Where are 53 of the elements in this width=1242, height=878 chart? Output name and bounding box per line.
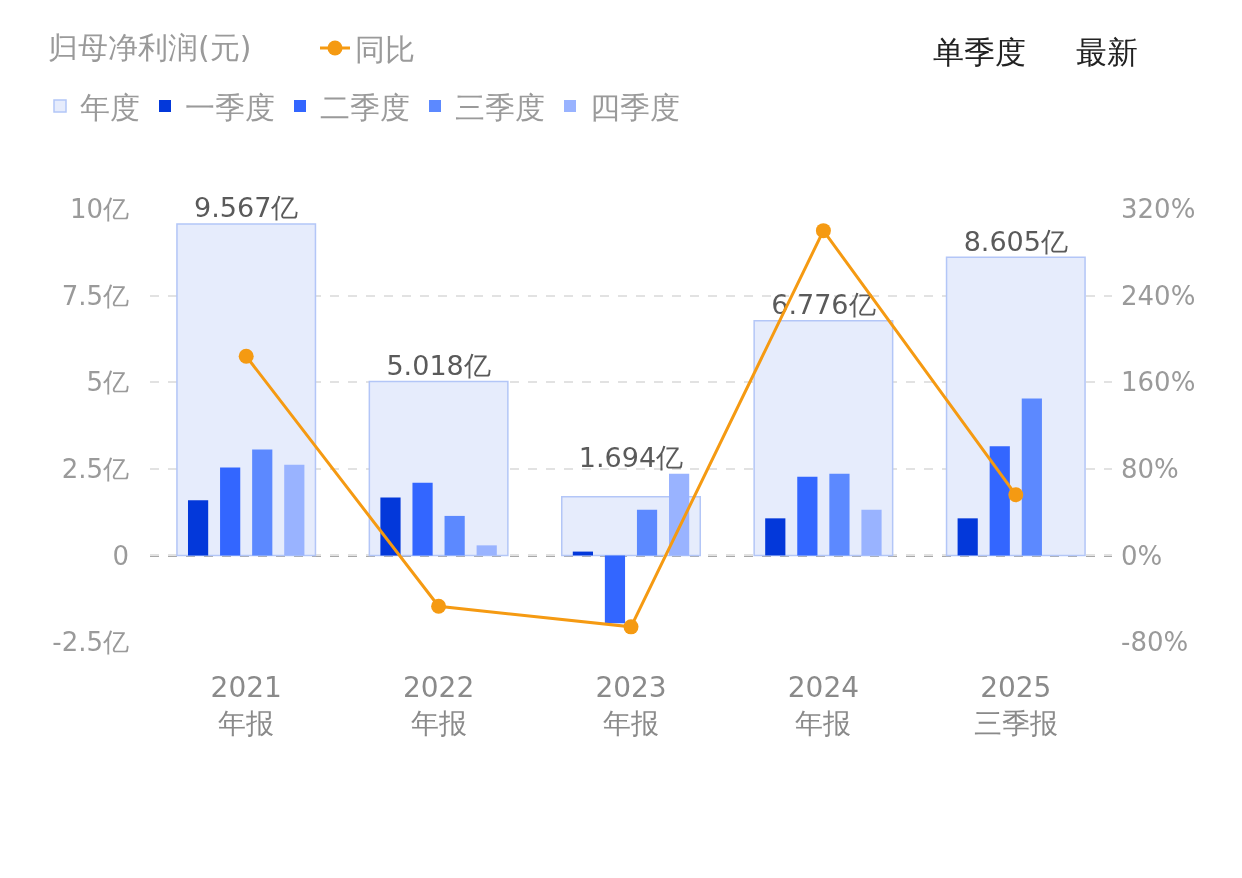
data-label: 5.018亿 (386, 349, 491, 381)
legend-label: 二季度 (320, 89, 410, 125)
x-tick-label: 2021 年报 (210, 671, 282, 741)
y-tick-label: -2.5亿 (52, 627, 129, 658)
bar (765, 518, 786, 556)
y-tick-label: 0 (112, 540, 129, 571)
point (815, 223, 831, 239)
text: 单季度 (933, 34, 1026, 70)
bar (252, 449, 273, 556)
bar (187, 500, 209, 556)
text: 最新 (1076, 34, 1138, 70)
bar (989, 446, 1010, 556)
y-tick-label: 10亿 (69, 194, 129, 225)
bar (220, 467, 241, 556)
y2-tick-label: 320% (1121, 194, 1196, 225)
y2-tick-label: 160% (1121, 367, 1196, 398)
legend-label: 三季度 (455, 89, 545, 125)
bar (636, 509, 658, 556)
bar (380, 497, 401, 556)
y2-tick-label: 240% (1121, 280, 1196, 311)
point (238, 348, 254, 364)
legend-label: 同比 (355, 31, 415, 67)
y2-tick-label: 80% (1121, 453, 1179, 484)
legend-label: 一季度 (185, 89, 275, 125)
x-tick-label: 2025 三季报 (973, 671, 1058, 741)
bar (1021, 398, 1042, 556)
x-tick-label: 2023 年报 (595, 671, 667, 741)
bar (669, 473, 690, 556)
y2-tick-label: -80% (1121, 627, 1189, 658)
bar (604, 555, 626, 624)
bar (957, 518, 978, 556)
x-tick-label: 2022 年报 (402, 671, 475, 741)
bar (412, 482, 433, 556)
data-label: 1.694亿 (578, 441, 684, 473)
bar (829, 473, 850, 556)
bar (444, 515, 465, 556)
bar (476, 545, 497, 556)
bar (797, 476, 818, 556)
data-label: 8.605亿 (963, 225, 1068, 257)
y-tick-label: 5亿 (86, 367, 129, 398)
point (1008, 487, 1024, 503)
bar (284, 464, 305, 556)
data-label: 9.567亿 (194, 192, 299, 224)
x-tick-label: 2024 年报 (787, 671, 860, 741)
legend-label: 四季度 (590, 89, 680, 125)
y2-tick-label: 0% (1121, 540, 1163, 571)
bar (861, 509, 882, 556)
point (623, 619, 639, 635)
y-tick-label: 2.5亿 (61, 453, 129, 484)
y-tick-label: 7.5亿 (61, 280, 129, 311)
chart-title: 归母净利润(元) (48, 29, 252, 65)
legend-label: 年度 (80, 89, 140, 125)
point (431, 598, 447, 614)
